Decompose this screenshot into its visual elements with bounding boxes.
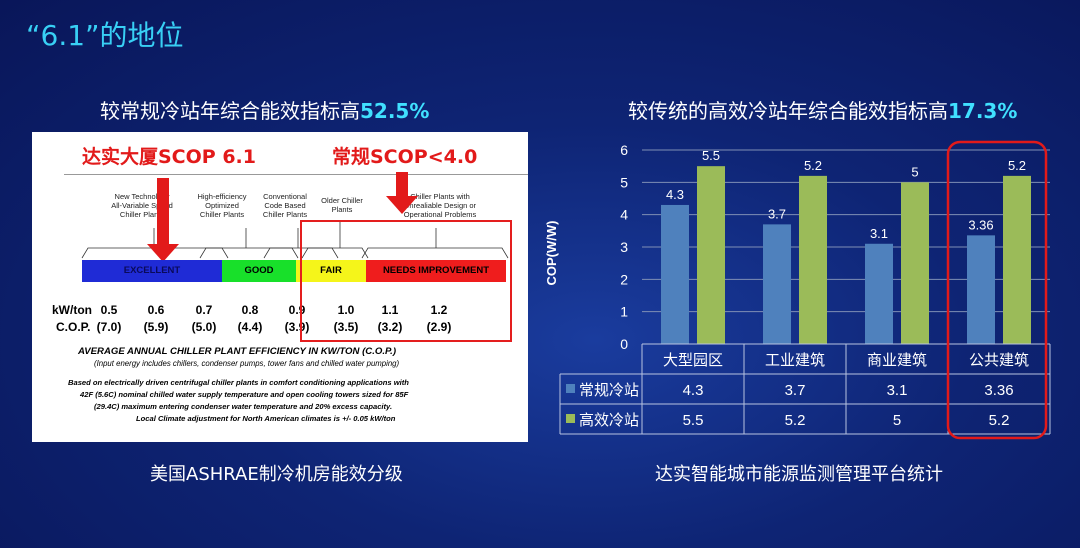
bar xyxy=(865,243,893,344)
scale-excellent: EXCELLENT xyxy=(82,260,222,282)
basis-line-2: 42F (5.6C) nominal chilled water supply … xyxy=(80,390,409,399)
plant-label-conventional: Conventional Code Based Chiller Plants xyxy=(262,192,308,219)
y-tick-label: 1 xyxy=(620,304,628,320)
left-subtitle: 较常规冷站年综合能效指标高52.5% xyxy=(100,95,429,124)
right-subtitle-percent: 17.3% xyxy=(948,99,1018,123)
dashi-scop-annotation: 达实大厦SCOP 6.1 xyxy=(82,146,256,168)
kw-per-ton-label: kW/ton xyxy=(52,303,92,317)
ashrae-efficiency-figure: 达实大厦SCOP 6.1 常规SCOP<4.0 New Technology A… xyxy=(32,132,528,442)
cop-value: (3.2) xyxy=(377,320,403,334)
left-caption: 美国ASHRAE制冷机房能效分级 xyxy=(150,464,403,485)
left-subtitle-text: 较常规冷站年综合能效指标高 xyxy=(100,99,360,123)
cop-value: (3.5) xyxy=(333,320,359,334)
cop-value: (5.9) xyxy=(143,320,169,334)
avg-efficiency-note: (Input energy includes chillers, condens… xyxy=(94,359,400,368)
cop-value: (3.9) xyxy=(284,320,310,334)
bar xyxy=(661,204,689,344)
y-axis-ticks: 0 1 2 3 4 5 6 xyxy=(620,142,628,352)
bar xyxy=(967,235,995,344)
bar-value-label: 4.3 xyxy=(666,187,684,202)
category-label: 公共建筑 xyxy=(969,352,1029,369)
legend-swatch xyxy=(566,384,575,393)
series-name: 常规冷站 xyxy=(579,382,639,399)
right-subtitle-text: 较传统的高效冷站年综合能效指标高 xyxy=(628,99,948,123)
plant-label-older: Older Chiller Plants xyxy=(321,196,363,214)
plant-label-problems: Chiller Plants with Unrealiable Design o… xyxy=(403,192,477,219)
table-value: 3.7 xyxy=(785,382,806,399)
normal-arrow xyxy=(386,172,418,214)
chart-bars xyxy=(661,166,1031,344)
bar xyxy=(901,182,929,344)
kw-value: 0.6 xyxy=(147,303,165,317)
table-value: 5.2 xyxy=(785,412,806,429)
kw-value: 0.8 xyxy=(241,303,259,317)
scale-needs-improvement: NEEDS IMPROVEMENT xyxy=(366,260,506,282)
kw-value: 1.0 xyxy=(337,303,355,317)
cop-value: (5.0) xyxy=(191,320,217,334)
y-tick-label: 3 xyxy=(620,239,628,255)
bar xyxy=(799,175,827,344)
scale-good: GOOD xyxy=(222,260,296,282)
bar-value-label: 5.2 xyxy=(1008,158,1026,173)
y-tick-label: 4 xyxy=(620,207,628,223)
bar xyxy=(697,166,725,344)
left-subtitle-percent: 52.5% xyxy=(360,99,430,123)
kw-value: 1.1 xyxy=(381,303,399,317)
normal-scop-annotation: 常规SCOP<4.0 xyxy=(332,146,478,168)
avg-efficiency-title: AVERAGE ANNUAL CHILLER PLANT EFFICIENCY … xyxy=(78,346,397,357)
table-value: 3.36 xyxy=(984,382,1013,399)
basis-line-1: Based on electrically driven centrifugal… xyxy=(68,378,409,387)
category-label: 商业建筑 xyxy=(867,352,927,369)
bar-value-label: 3.1 xyxy=(870,226,888,241)
bar-value-labels: 4.3 5.5 3.7 5.2 3.1 5 3.36 5.2 xyxy=(666,148,1026,241)
y-axis-label: COP(W/W) xyxy=(544,221,559,286)
bar-value-label: 3.36 xyxy=(968,217,993,232)
public-building-highlight xyxy=(946,140,1048,440)
scale-brackets xyxy=(81,172,509,262)
table-value: 5.5 xyxy=(683,412,704,429)
basis-line-3: (29.4C) maximum entering condenser water… xyxy=(94,402,393,411)
right-subtitle: 较传统的高效冷站年综合能效指标高17.3% xyxy=(628,95,1017,124)
category-label: 大型园区 xyxy=(663,352,723,369)
y-tick-label: 0 xyxy=(620,336,628,352)
bar-value-label: 5 xyxy=(911,164,918,179)
bar-value-label: 5.5 xyxy=(702,148,720,163)
legend-swatch xyxy=(566,414,575,423)
kw-value: 0.5 xyxy=(100,303,118,317)
basis-line-4: Local Climate adjustment for North Ameri… xyxy=(136,414,396,423)
bar-value-label: 3.7 xyxy=(768,206,786,221)
series-name: 高效冷站 xyxy=(579,412,639,429)
needs-improvement-highlight xyxy=(300,220,512,342)
bar xyxy=(1003,175,1031,344)
kw-value: 0.7 xyxy=(195,303,213,317)
cop-comparison-chart: 0 1 2 3 4 5 6 COP(W/W) 4.3 5.5 3.7 5.2 3.1 5 3.36 5.2… xyxy=(544,140,1051,440)
category-label: 工业建筑 xyxy=(765,352,825,369)
cop-value: (2.9) xyxy=(426,320,452,334)
y-tick-label: 5 xyxy=(620,174,628,190)
right-caption: 达实智能城市能源监测管理平台统计 xyxy=(655,464,943,485)
bar-value-label: 5.2 xyxy=(804,158,822,173)
table-value: 5.2 xyxy=(989,412,1010,429)
y-tick-label: 2 xyxy=(620,271,628,287)
plant-label-high-efficiency: High-efficiency Optimized Chiller Plants xyxy=(197,192,247,219)
cop-row-label: C.O.P. xyxy=(56,320,91,334)
table-value: 3.1 xyxy=(887,382,908,399)
figure-divider xyxy=(64,174,528,175)
kw-value: 1.2 xyxy=(430,303,448,317)
cop-value: (4.4) xyxy=(237,320,263,334)
page-title: “6.1”的地位 xyxy=(26,19,184,52)
bar xyxy=(763,224,791,344)
scale-fair: FAIR xyxy=(296,260,366,282)
table-value: 5 xyxy=(893,412,901,429)
table-value: 4.3 xyxy=(683,382,704,399)
y-tick-label: 6 xyxy=(620,142,628,158)
dashi-arrow xyxy=(147,178,179,262)
cop-value: (7.0) xyxy=(96,320,122,334)
